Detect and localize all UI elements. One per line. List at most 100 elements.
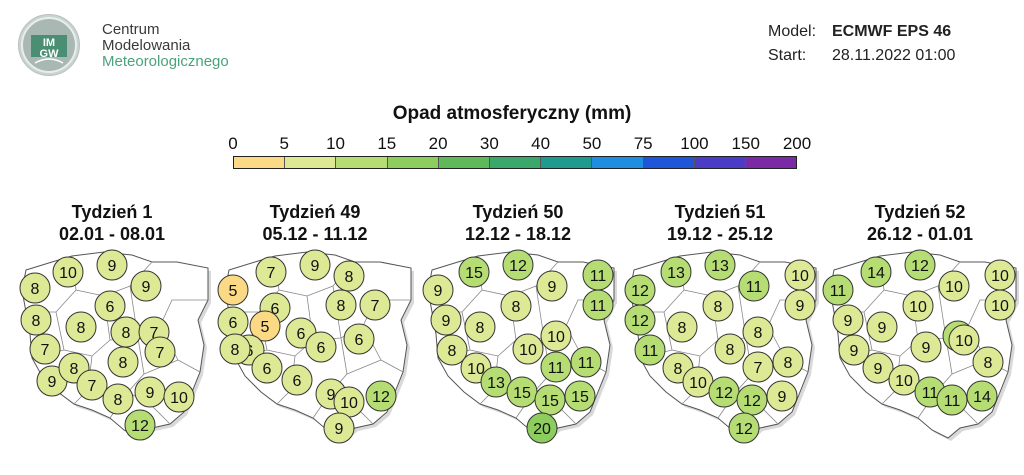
week-dates: 05.12 - 11.12 [262, 224, 368, 244]
week-title: Tydzień 1 [71, 202, 153, 222]
precip-value: 9 [878, 320, 887, 337]
precip-value: 6 [229, 315, 238, 332]
precip-value: 7 [754, 360, 763, 377]
precip-bubble [512, 333, 544, 365]
week-title: Tydzień 51 [674, 202, 766, 222]
precip-value: 12 [509, 258, 527, 275]
legend-tick-label: 20 [428, 134, 448, 153]
precip-bubble [422, 274, 454, 306]
precip-value: 7 [41, 342, 50, 359]
precip-value: 15 [571, 389, 589, 406]
imgw-emblem: IM GW [18, 14, 80, 76]
poland-map: 13 13 11 12 10 8 9 12 8 8 11 8 7 8 8 10 12 12 9 12 [624, 249, 819, 444]
precip-bubble [365, 380, 397, 412]
precip-bubble [704, 249, 736, 281]
precip-value: 6 [106, 299, 115, 316]
precip-value: 9 [311, 258, 320, 275]
legend-color-segment [489, 157, 542, 168]
precip-value: 13 [667, 265, 685, 282]
region-border [346, 359, 382, 375]
precip-bubble [281, 364, 313, 396]
precip-value: 12 [715, 385, 733, 402]
precip-value: 8 [512, 299, 521, 316]
precip-bubble [832, 304, 864, 336]
legend-color-segment [745, 157, 797, 168]
precip-value: 12 [743, 393, 761, 410]
precip-bubble [910, 331, 942, 363]
legend-color-segment [285, 157, 337, 168]
precip-bubble [570, 346, 602, 378]
legend-tick-label: 75 [633, 134, 653, 153]
precip-bubble [217, 274, 249, 306]
precip-value: 10 [340, 395, 358, 412]
precip-bubble [624, 304, 656, 336]
precip-value: 15 [541, 393, 559, 410]
precip-value: 12 [735, 421, 753, 438]
precip-value: 8 [476, 320, 485, 337]
precip-bubble [29, 333, 61, 365]
precip-value: 9 [778, 389, 787, 406]
legend-tick-label: 200 [782, 134, 812, 153]
start-label: Start: [768, 47, 807, 64]
precip-bubble [96, 249, 128, 281]
legend-title: Opad atmosferyczny (mm) [392, 103, 632, 124]
precip-bubble [323, 412, 355, 444]
precip-value: 11 [642, 343, 659, 360]
model-info: Model: ECMWF EPS 46 Start: 28.11.2022 01… [768, 20, 955, 68]
precip-bubble [130, 270, 162, 302]
legend-tick-label: 40 [531, 134, 551, 153]
precip-bubble [822, 274, 854, 306]
legend-color-segment [387, 157, 439, 168]
precip-bubble [702, 290, 734, 322]
precip-value: 8 [122, 325, 131, 342]
precip-value: 9 [327, 387, 336, 404]
precip-bubble [972, 346, 1004, 378]
precip-value: 8 [784, 355, 793, 372]
precip-value: 6 [297, 326, 306, 343]
precip-bubble [526, 412, 558, 444]
poland-map: 14121011101010991299108910111114 [822, 249, 1019, 441]
precip-bubble [163, 381, 195, 413]
precip-bubble [144, 336, 176, 368]
imgw-logo: IM GW Centrum Modelowania Meteorologiczn… [18, 14, 258, 80]
precip-value: 7 [267, 265, 276, 282]
poland-map: 7985867656666866910129 [217, 249, 414, 444]
logo-text-bottom: GW [40, 48, 60, 60]
precip-value: 9 [146, 385, 155, 402]
precip-value: 11 [590, 268, 607, 285]
precip-value: 15 [513, 385, 531, 402]
precip-bubble [102, 383, 134, 415]
week-title: Tydzień 50 [472, 202, 564, 222]
precip-bubble [862, 352, 894, 384]
precip-value: 6 [293, 373, 302, 390]
precip-bubble [19, 272, 51, 304]
precip-value: 9 [844, 313, 853, 330]
legend-tick-label: 50 [582, 134, 602, 153]
legend-color-segment [694, 157, 746, 168]
precip-bubble [666, 311, 698, 343]
precip-bubble [464, 311, 496, 343]
week-title: Tydzień 49 [269, 202, 361, 222]
precip-value: 12 [631, 313, 649, 330]
precip-bubble [500, 290, 532, 322]
precip-bubble [902, 290, 934, 322]
precip-bubble [536, 270, 568, 302]
precip-value: 10 [170, 390, 188, 407]
precip-value: 7 [88, 378, 97, 395]
precip-value: 9 [796, 298, 805, 315]
precip-value: 9 [548, 279, 557, 296]
precip-value: 8 [337, 298, 346, 315]
precip-bubble [94, 290, 126, 322]
precip-value: 9 [335, 421, 344, 438]
precip-bubble [634, 334, 666, 366]
precip-value: 11 [830, 283, 847, 300]
week-title: Tydzień 52 [874, 202, 966, 222]
precip-value: 8 [231, 342, 240, 359]
organization-name: Centrum Modelowania Meteorologicznego [102, 22, 229, 70]
precip-bubble [20, 304, 52, 336]
precip-bubble [772, 346, 804, 378]
precip-value: 9 [442, 313, 451, 330]
